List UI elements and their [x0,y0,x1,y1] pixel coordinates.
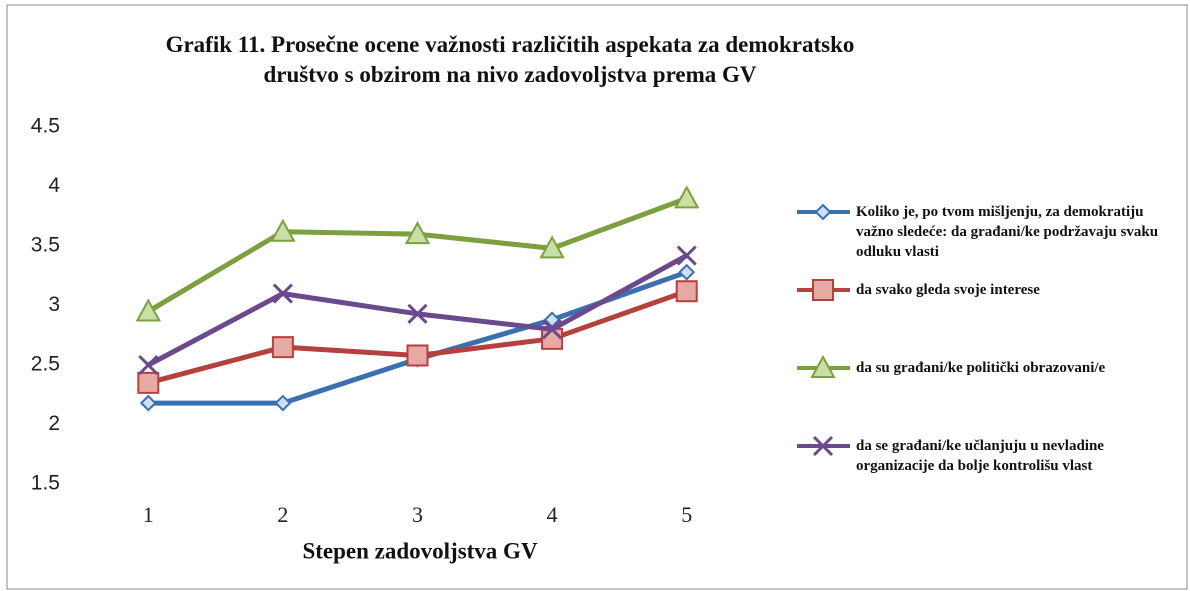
legend-label: da se građani/ke učlanjuju u nevladine o… [856,438,1104,474]
legend-marker [812,435,834,457]
point-marker [678,263,696,281]
x-tick-label: 1 [143,502,154,527]
point-marker [407,303,428,324]
chart-title: Grafik 11. Prosečne ocene važnosti razli… [165,32,855,87]
legend-label: da su građani/ke politički obrazovani/e [856,360,1106,376]
point-marker [675,280,698,303]
series-line [148,269,688,406]
point-marker [274,394,292,412]
point-marker [271,336,294,359]
x-tick-label: 4 [547,502,558,527]
y-tick-label: 2 [48,412,60,435]
point-marker [539,235,565,259]
point-marker [137,371,160,394]
point-marker [135,298,161,322]
legend-label: da svako gleda svoje interese [856,282,1040,298]
y-tick-label: 1.5 [31,472,60,495]
legend-marker [814,203,832,221]
point-marker [404,221,431,245]
frame [6,4,1188,590]
point-marker [138,354,159,376]
legend-marker [810,354,836,378]
series-line [147,288,688,386]
legend-marker [812,279,834,301]
y-tick-label: 4.5 [31,115,60,138]
y-tick-label: 3.5 [31,234,60,257]
x-axis-label: Stepen zadovoljstva GV [302,538,538,563]
point-marker [270,218,296,242]
point-marker [139,394,157,412]
y-tick-label: 3 [48,293,60,316]
point-marker [272,283,293,304]
x-tick-label: 5 [681,502,692,527]
point-marker [674,185,700,209]
x-tick-label: 2 [277,502,288,527]
legend-label: Koliko je, po tvom mišljenju, za demokra… [856,204,1159,260]
point-marker [541,327,564,350]
point-marker [676,245,697,266]
y-tick-label: 4 [48,174,60,197]
point-marker [542,319,563,340]
x-tick-label: 3 [412,502,423,527]
y-tick-label: 2.5 [31,353,60,376]
series-line [147,196,688,314]
point-marker [406,344,429,367]
